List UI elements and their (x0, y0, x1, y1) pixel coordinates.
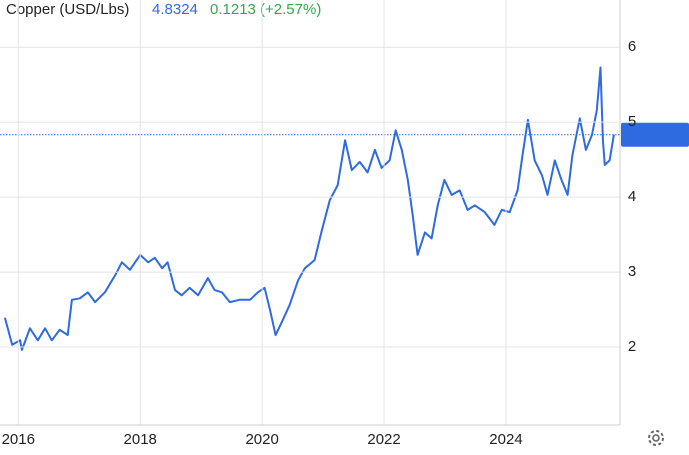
x-tick-label: 2016 (2, 431, 35, 448)
x-tick-label: 2018 (124, 431, 157, 448)
y-tick-label: 5 (628, 113, 636, 130)
price: 4.8324 (152, 1, 198, 18)
y-tick-label: 3 (628, 263, 636, 280)
y-tick-label: 4 (628, 188, 636, 205)
x-tick-label: 2022 (367, 431, 400, 448)
x-tick-label: 2020 (245, 431, 278, 448)
y-tick-label: 2 (628, 338, 636, 355)
y-tick-label: 6 (628, 38, 636, 55)
chart-title: Copper (USD/Lbs) (6, 1, 129, 18)
price-tag (621, 122, 689, 147)
x-tick-label: 2024 (489, 431, 522, 448)
change: 0.1213 (+2.57%) (210, 1, 321, 18)
settings-icon[interactable] (648, 430, 664, 446)
line (3, 66, 615, 351)
